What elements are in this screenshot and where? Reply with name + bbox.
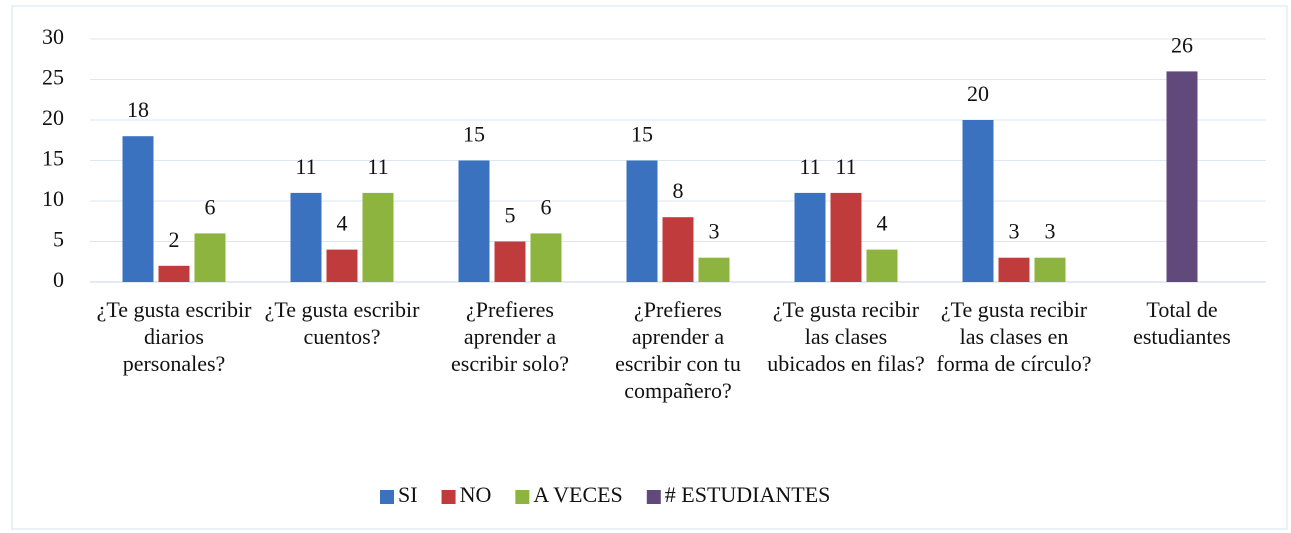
value-label: 11 xyxy=(799,154,820,179)
x-tick-label: ¿Prefieres aprender a escribir con tu co… xyxy=(615,297,741,403)
y-tick-label: 25 xyxy=(42,65,64,90)
legend-swatch xyxy=(646,490,661,504)
bar xyxy=(962,120,994,282)
legend-label: # ESTUDIANTES xyxy=(665,482,831,507)
value-label: 6 xyxy=(541,194,552,219)
value-label: 15 xyxy=(631,122,653,147)
y-tick-label: 30 xyxy=(42,24,64,49)
bar xyxy=(1166,71,1198,283)
value-label: 3 xyxy=(1045,219,1056,244)
bar xyxy=(530,233,562,282)
x-tick-label: Total de estudiantes xyxy=(1133,297,1231,349)
bar xyxy=(698,257,730,282)
x-tick-label: ¿Te gusta escribir diarios personales? xyxy=(96,297,252,376)
legend-swatch xyxy=(441,490,456,504)
bar xyxy=(998,257,1030,282)
legend-label: SI xyxy=(398,482,418,507)
bar xyxy=(794,192,826,282)
bar xyxy=(866,249,898,282)
legend-label: A VECES xyxy=(533,482,622,507)
value-label: 18 xyxy=(127,97,149,122)
bar xyxy=(1034,257,1066,282)
value-label: 5 xyxy=(505,203,516,228)
value-label: 3 xyxy=(709,219,720,244)
bar xyxy=(830,192,862,282)
bar xyxy=(662,217,694,282)
x-tick-label: ¿Te gusta escribir cuentos? xyxy=(264,297,420,349)
legend-swatch xyxy=(380,490,394,504)
value-label: 6 xyxy=(205,194,216,219)
y-tick-label: 15 xyxy=(42,146,64,171)
value-label: 4 xyxy=(337,211,348,236)
value-label: 15 xyxy=(463,122,485,147)
value-label: 11 xyxy=(835,154,856,179)
value-label: 8 xyxy=(673,178,684,203)
value-label: 3 xyxy=(1009,219,1020,244)
value-label: 2 xyxy=(169,227,180,252)
y-tick-label: 20 xyxy=(42,105,64,130)
y-tick-label: 10 xyxy=(42,186,64,211)
x-tick-label: ¿Te gusta recibir las clases en forma de… xyxy=(936,297,1092,376)
bar xyxy=(290,192,322,282)
value-label: 4 xyxy=(877,211,888,236)
value-label: 26 xyxy=(1171,32,1193,57)
bar xyxy=(494,241,526,282)
bar xyxy=(362,192,394,282)
x-tick-label: ¿Prefieres aprender a escribir solo? xyxy=(451,297,569,376)
bar xyxy=(194,233,226,282)
chart-frame xyxy=(11,5,1288,530)
value-label: 11 xyxy=(295,154,316,179)
bar xyxy=(122,136,154,282)
bar xyxy=(626,160,658,282)
legend-label: NO xyxy=(460,482,492,507)
value-label: 11 xyxy=(367,154,388,179)
bar xyxy=(458,160,490,282)
x-tick-label: ¿Te gusta recibir las clases ubicados en… xyxy=(767,297,925,376)
y-tick-label: 5 xyxy=(53,227,64,252)
bar xyxy=(158,265,190,282)
y-tick-label: 0 xyxy=(53,267,64,292)
legend-swatch xyxy=(515,490,530,504)
value-label: 20 xyxy=(967,81,989,106)
bar xyxy=(326,249,358,282)
